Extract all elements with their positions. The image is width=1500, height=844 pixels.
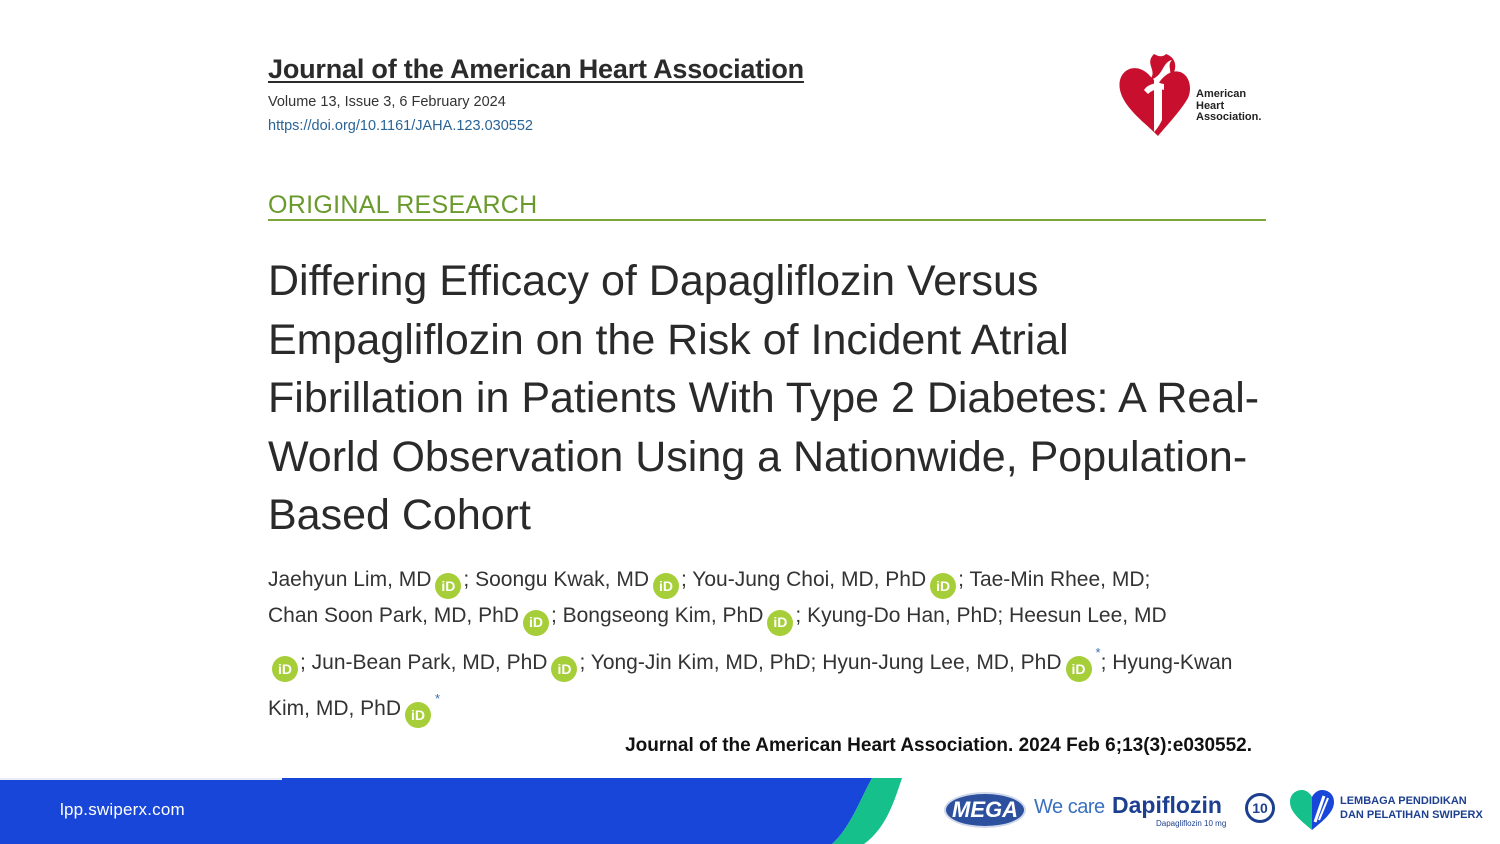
orcid-icon[interactable]: iD <box>522 609 549 636</box>
mega-logo: MEGA <box>944 792 1026 828</box>
author-name[interactable]: You-Jung Choi, MD, PhD <box>692 568 927 591</box>
orcid-icon[interactable]: iD <box>435 573 462 600</box>
american-heart-association-logo <box>1119 54 1191 136</box>
orcid-icon[interactable]: iD <box>930 573 957 600</box>
volume-issue-date: Volume 13, Issue 3, 6 February 2024 <box>268 94 506 110</box>
author-name[interactable]: Chan Soon Park, MD, PhD <box>268 604 519 628</box>
orcid-icon[interactable]: iD <box>653 573 679 600</box>
author-name[interactable]: Hyung-Kwan Kim, MD, PhD <box>268 650 1233 720</box>
footer-bar: lpp.swiperx.com MEGA We care Dapiflozin … <box>0 778 1500 844</box>
author-list: Jaehyun Lim, MD iD; Soongu Kwak, MD iD; Yo… <box>268 563 1258 728</box>
orcid-icon[interactable]: iD <box>405 702 432 728</box>
author-name[interactable]: Jaehyun Lim, MD <box>268 568 432 591</box>
doi-link[interactable]: https://doi.org/10.1161/JAHA.123.030552 <box>268 118 533 134</box>
we-care-slogan: We care <box>1034 796 1105 818</box>
section-label: ORIGINAL RESEARCH <box>268 191 538 219</box>
corresponding-author-mark: * <box>1095 644 1101 660</box>
orcid-icon[interactable]: iD <box>1065 655 1092 682</box>
author-name[interactable]: Kyung-Do Han, PhD <box>807 604 998 628</box>
aha-logo-text: American Heart Association. <box>1196 88 1262 123</box>
author-name[interactable]: Tae-Min Rhee, MD <box>969 568 1145 591</box>
orcid-icon[interactable]: iD <box>272 655 298 682</box>
journal-title[interactable]: Journal of the American Heart Associatio… <box>268 54 804 84</box>
author-name[interactable]: Heesun Lee, MD <box>1009 604 1167 628</box>
dapiflozin-brand: Dapiflozin <box>1112 792 1222 818</box>
orcid-icon[interactable]: iD <box>551 655 578 682</box>
author-name[interactable]: Bongseong Kim, PhD <box>562 604 764 628</box>
footer-background <box>0 778 1500 844</box>
author-name[interactable]: Hyun-Jung Lee, MD, PhD <box>822 650 1062 674</box>
citation: Journal of the American Heart Associatio… <box>625 735 1252 756</box>
dapiflozin-dose-text: Dapagliflozin 10 mg <box>1156 819 1227 828</box>
dose-badge: 10 <box>1245 793 1275 823</box>
author-name[interactable]: Soongu Kwak, MD <box>475 568 649 591</box>
orcid-icon[interactable]: iD <box>767 609 794 636</box>
footer-url[interactable]: lpp.swiperx.com <box>60 800 185 819</box>
article-title: Differing Efficacy of Dapagliflozin Vers… <box>268 257 1260 539</box>
section-divider <box>268 219 1266 221</box>
author-name[interactable]: Yong-Jin Kim, MD, PhD <box>590 650 811 674</box>
lpp-swiperx-logo-icon <box>1290 790 1334 830</box>
corresponding-author-mark: * <box>435 690 441 706</box>
lpp-swiperx-logo-text: LEMBAGA PENDIDIKAN DAN PELATIHAN SWIPERX <box>1340 795 1483 821</box>
author-name[interactable]: Jun-Bean Park, MD, PhD <box>311 650 548 674</box>
